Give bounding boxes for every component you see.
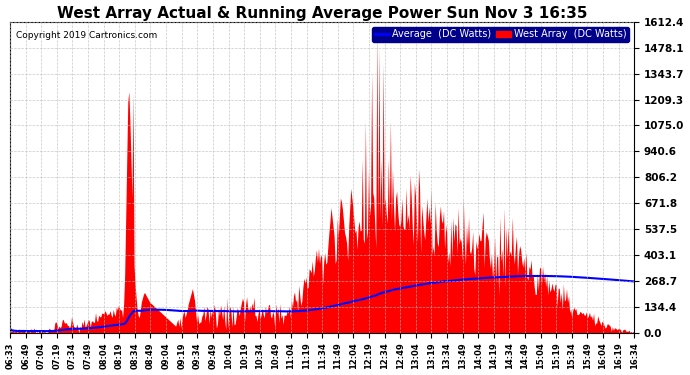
Legend: Average  (DC Watts), West Array  (DC Watts): Average (DC Watts), West Array (DC Watts…: [372, 27, 629, 42]
Text: Copyright 2019 Cartronics.com: Copyright 2019 Cartronics.com: [17, 31, 157, 40]
Title: West Array Actual & Running Average Power Sun Nov 3 16:35: West Array Actual & Running Average Powe…: [57, 6, 587, 21]
